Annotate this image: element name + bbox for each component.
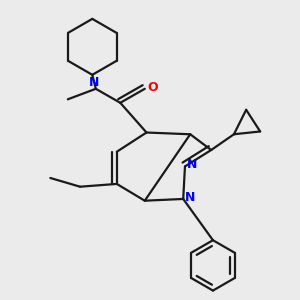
- Text: N: N: [187, 158, 197, 171]
- Text: N: N: [89, 76, 99, 89]
- Text: O: O: [147, 81, 158, 94]
- Text: N: N: [185, 191, 195, 204]
